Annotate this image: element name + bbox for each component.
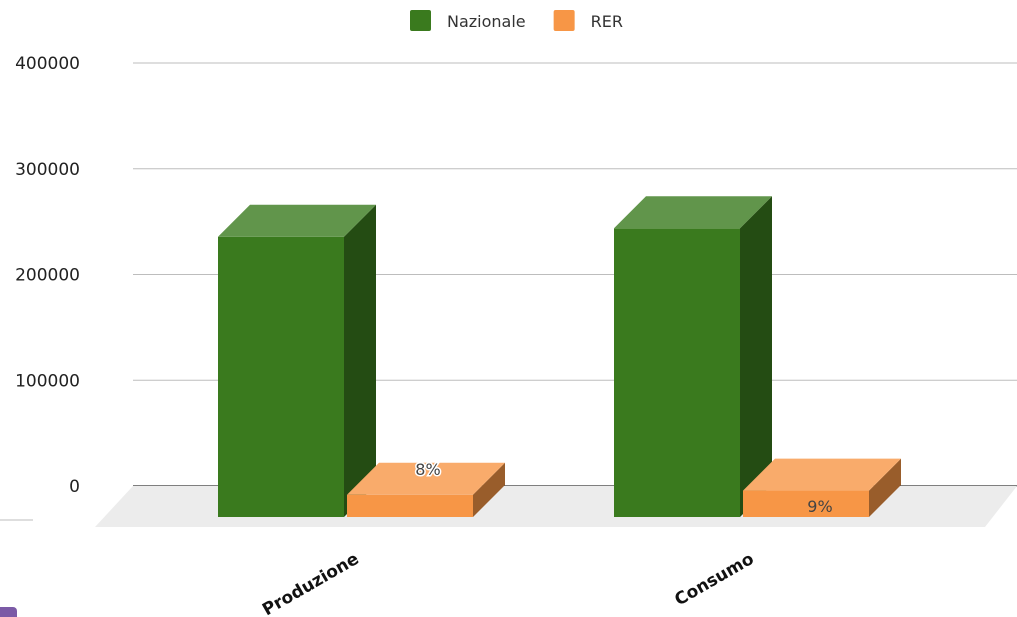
bar-top	[347, 462, 505, 495]
bars	[218, 196, 901, 518]
bar-front	[218, 236, 344, 517]
bar-side	[869, 458, 901, 517]
legend-label: Nazionale	[447, 12, 526, 31]
bar-side	[740, 196, 772, 518]
bar-side	[344, 204, 376, 517]
y-axis-ticks: 0 100000 200000 300000 400000	[15, 54, 80, 497]
legend-item-rer[interactable]: RER	[553, 10, 623, 31]
data-label: 8%	[415, 460, 440, 479]
data-labels: 8% 9%	[414, 458, 833, 516]
y-tick-label: 100000	[15, 371, 80, 391]
bar-front	[743, 490, 869, 517]
legend-swatch	[410, 10, 431, 31]
x-axis-categories: Produzione Consumo	[259, 549, 757, 617]
legend[interactable]: Nazionale RER	[410, 10, 623, 31]
y-tick-label: 400000	[15, 54, 80, 74]
bar-rer-consumo	[743, 458, 901, 517]
corner-badge	[0, 607, 17, 617]
bar-top	[218, 204, 376, 237]
x-category-label: Produzione	[259, 549, 362, 617]
bar-nazionale-produzione	[218, 204, 376, 517]
legend-item-nazionale[interactable]: Nazionale	[410, 10, 526, 31]
bar-nazionale-consumo	[614, 196, 772, 518]
legend-swatch	[553, 10, 575, 31]
data-label: 9%	[807, 497, 832, 516]
y-tick-label: 300000	[15, 160, 80, 180]
bar-side	[473, 462, 505, 517]
bar-top	[614, 196, 772, 229]
bar-rer-produzione	[347, 462, 505, 517]
y-tick-label: 200000	[15, 266, 80, 286]
gridlines	[0, 62, 1017, 521]
bar-top	[743, 458, 901, 491]
legend-label: RER	[591, 12, 623, 31]
y-tick-label: 0	[69, 477, 80, 497]
bar-front	[614, 228, 740, 518]
x-category-label: Consumo	[671, 549, 757, 610]
bar-front	[347, 494, 473, 517]
